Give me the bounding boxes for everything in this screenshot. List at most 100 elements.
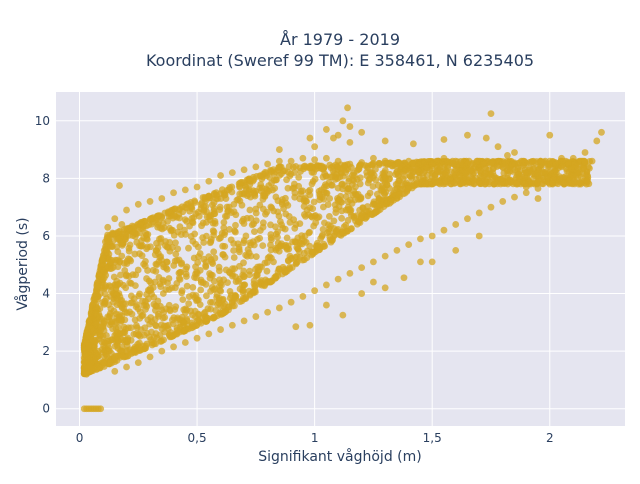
data-point [393,246,401,254]
data-point [256,227,264,234]
data-point [197,276,205,284]
data-point [261,259,269,267]
data-point [330,134,337,142]
data-point [259,205,267,213]
data-point [242,251,250,259]
data-point [403,179,410,187]
data-point [250,220,258,228]
data-point [107,283,115,291]
data-point [191,197,199,205]
data-point [405,157,413,165]
data-point [213,291,221,299]
data-point [163,258,171,266]
data-point [181,226,188,234]
data-point [210,286,218,293]
data-point [123,206,130,214]
data-point [230,240,238,247]
data-point [546,131,554,139]
data-point [346,138,354,146]
data-point [82,350,90,358]
data-point [210,248,218,256]
data-point [224,279,231,287]
data-point [153,302,161,310]
data-point [558,177,565,185]
data-point [236,275,243,283]
data-point [381,157,389,165]
data-point [172,239,179,247]
data-point [273,176,280,184]
y-tick-label: 10 [35,114,50,128]
data-point [191,307,199,315]
data-point [508,160,516,168]
data-point [358,264,366,272]
data-point [182,265,190,273]
data-point [164,208,172,216]
data-point [122,284,130,292]
data-point [97,326,105,334]
data-point [140,331,148,339]
data-point [109,229,116,237]
data-point [326,195,334,202]
data-point [395,191,403,199]
data-point [229,272,236,280]
data-point [165,275,173,282]
data-point [284,184,292,192]
data-point [296,220,304,228]
data-point [104,223,112,231]
data-point [464,131,471,139]
data-point [464,160,471,168]
data-point [116,227,124,235]
data-point [475,232,483,240]
data-point [428,258,436,266]
data-point [299,154,307,162]
data-point [358,128,366,136]
data-point [169,226,177,234]
data-point [120,300,127,308]
data-point [511,149,518,156]
data-point [552,161,560,169]
data-point [534,185,542,192]
data-point [344,104,351,112]
data-point [393,184,401,192]
data-point [230,254,238,261]
data-point [339,311,347,319]
data-point [153,239,160,247]
data-point [85,356,93,364]
data-point [180,306,188,314]
data-point [264,160,272,168]
data-point [122,325,130,333]
data-point [212,306,220,314]
data-point [80,365,88,372]
data-point [516,174,523,182]
data-point [256,172,264,180]
data-point [369,201,377,208]
x-tick-label: 0,5 [188,431,207,445]
data-point [116,271,124,279]
data-point [330,217,338,225]
data-point [146,320,154,328]
data-point [377,196,385,204]
data-point [105,313,113,321]
data-point [256,234,264,242]
data-point [417,160,424,168]
data-point [134,266,142,274]
data-point [190,214,198,222]
data-point [228,321,236,329]
data-point [300,256,308,264]
data-point [558,154,565,162]
data-point [381,137,389,145]
data-point [500,169,508,177]
data-point [325,212,333,220]
data-point [499,174,507,182]
data-point [219,296,226,304]
data-point [206,270,213,277]
data-point [210,207,218,215]
data-point [90,327,98,335]
data-point [112,310,120,318]
data-point [223,203,231,211]
data-point [142,344,150,352]
data-point [267,246,275,254]
data-point [302,238,310,246]
data-point [203,208,210,216]
data-point [497,180,505,188]
